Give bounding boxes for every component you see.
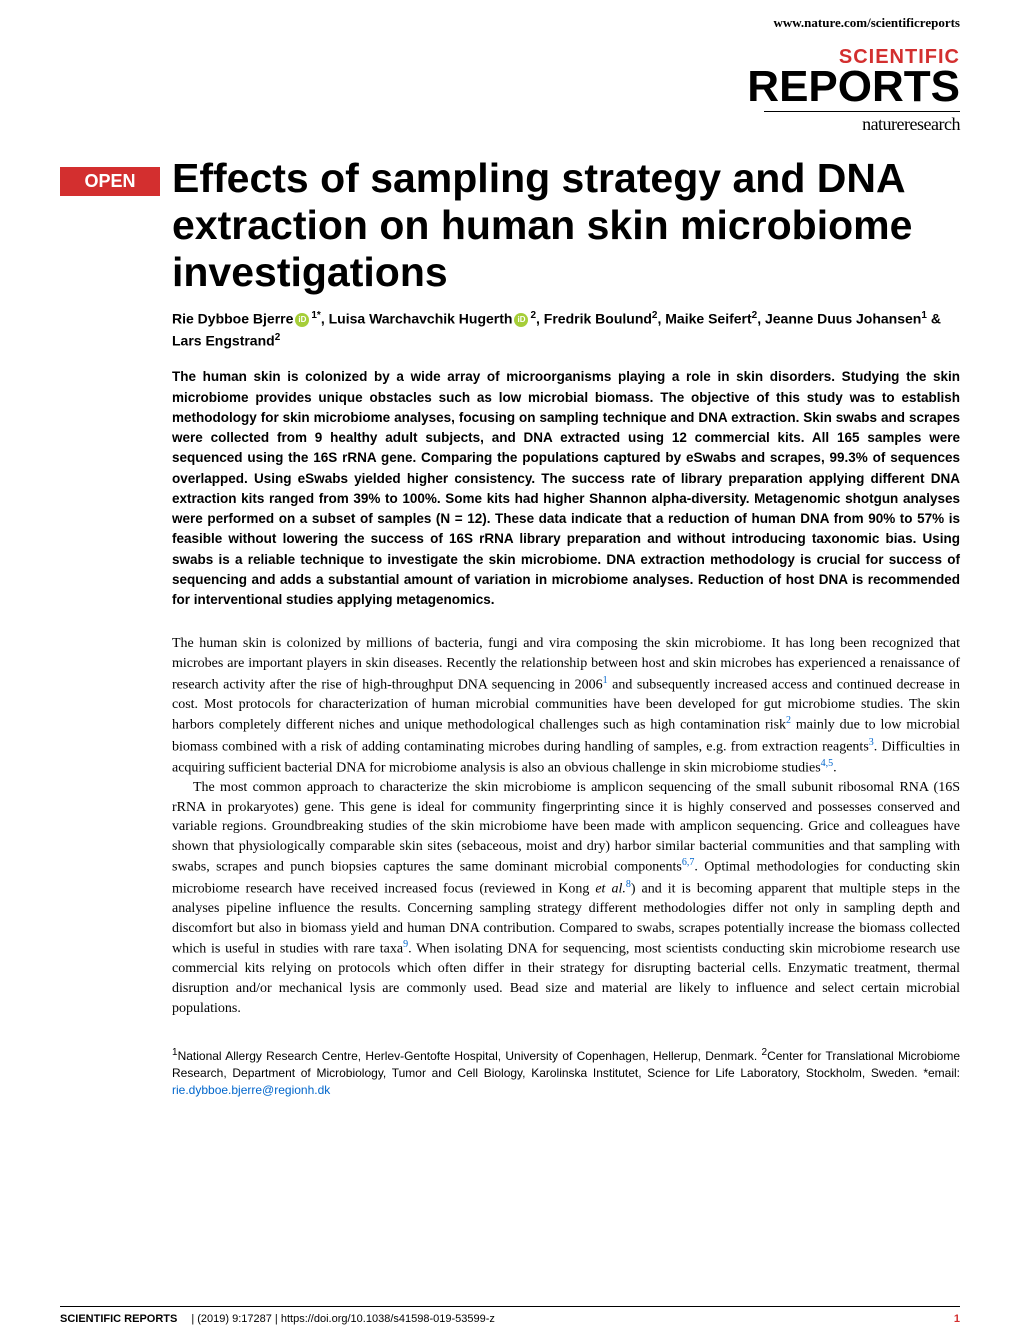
header-url: www.nature.com/scientificreports (0, 0, 1020, 36)
paragraph-1: The human skin is colonized by millions … (172, 634, 960, 778)
footer-left: SCIENTIFIC REPORTS | (2019) 9:17287 | ht… (60, 1313, 495, 1325)
paragraph-2: The most common approach to characterize… (172, 778, 960, 1018)
footer-page-number: 1 (954, 1313, 960, 1325)
affiliations: 1National Allergy Research Centre, Herle… (172, 1046, 960, 1098)
page-footer: SCIENTIFIC REPORTS | (2019) 9:17287 | ht… (60, 1306, 960, 1325)
main-column: Effects of sampling strategy and DNA ext… (160, 155, 960, 1099)
abstract: The human skin is colonized by a wide ar… (172, 367, 960, 610)
corresponding-email[interactable]: rie.dybboe.bjerre@regionh.dk (172, 1083, 330, 1097)
open-access-badge: OPEN (60, 167, 160, 196)
footer-citation: | (2019) 9:17287 | https://doi.org/10.10… (191, 1313, 495, 1325)
article-title: Effects of sampling strategy and DNA ext… (172, 155, 960, 296)
journal-name-bottom: REPORTS (0, 67, 960, 107)
journal-logo: SCIENTIFIC REPORTS natureresearch (0, 36, 1020, 155)
orcid-icon[interactable] (295, 313, 309, 327)
left-gutter: OPEN (60, 155, 160, 1099)
ref-link[interactable]: 6,7 (682, 857, 695, 868)
content-area: OPEN Effects of sampling strategy and DN… (0, 155, 1020, 1099)
journal-subtitle: natureresearch (0, 114, 960, 135)
orcid-icon[interactable] (514, 313, 528, 327)
ref-link[interactable]: 4,5 (821, 758, 834, 769)
body-text: The human skin is colonized by millions … (172, 634, 960, 1018)
footer-journal: SCIENTIFIC REPORTS (60, 1313, 177, 1325)
author-list: Rie Dybboe Bjerre1*, Luisa Warchavchik H… (172, 308, 960, 351)
